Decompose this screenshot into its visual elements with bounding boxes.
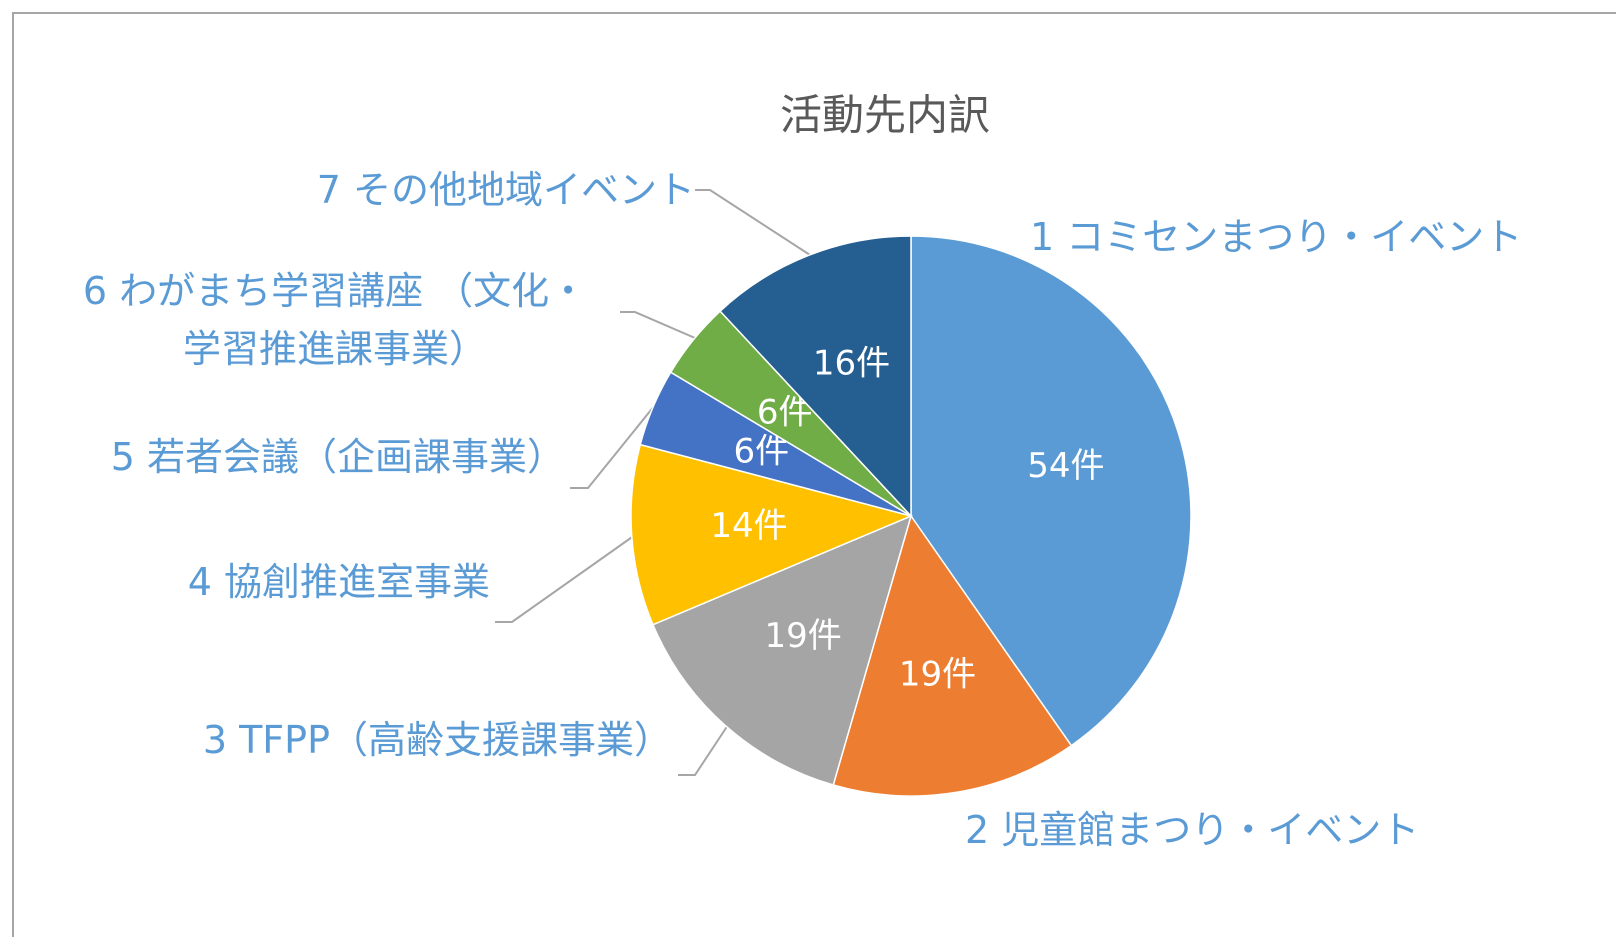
data-label: 19件 bbox=[764, 616, 841, 656]
data-label: 19件 bbox=[899, 655, 976, 695]
data-label: 54件 bbox=[1027, 446, 1104, 486]
pie-slice bbox=[651, 514, 913, 786]
pie-slice bbox=[910, 235, 1192, 747]
leader-line bbox=[620, 311, 696, 339]
data-label: 14件 bbox=[710, 506, 787, 546]
category-label: 5 若者会議（企画課事業） bbox=[110, 435, 565, 479]
leader-line bbox=[678, 724, 729, 776]
category-label: 4 協創推進室事業 bbox=[187, 560, 490, 604]
leader-line bbox=[570, 404, 656, 489]
data-label: 16件 bbox=[813, 343, 890, 383]
pie-slice bbox=[832, 514, 1073, 797]
category-label: 7 その他地域イベント bbox=[316, 168, 695, 212]
category-label: 1 コミセンまつり・イベント bbox=[1030, 215, 1523, 259]
category-label: 3 TFPP（高齢支援課事業） bbox=[202, 718, 672, 762]
chart-frame bbox=[12, 12, 1616, 937]
leader-line bbox=[495, 534, 636, 623]
pie-slice bbox=[719, 235, 912, 518]
chart-title: 活動先内訳 bbox=[780, 91, 990, 140]
category-label: 2 児童館まつり・イベント bbox=[965, 808, 1420, 852]
leader-line bbox=[695, 189, 811, 256]
category-label: 6 わがまち学習講座 （文化・ 学習推進課事業） bbox=[82, 269, 588, 371]
leader-lines bbox=[495, 189, 811, 776]
pie-slice bbox=[630, 443, 914, 626]
